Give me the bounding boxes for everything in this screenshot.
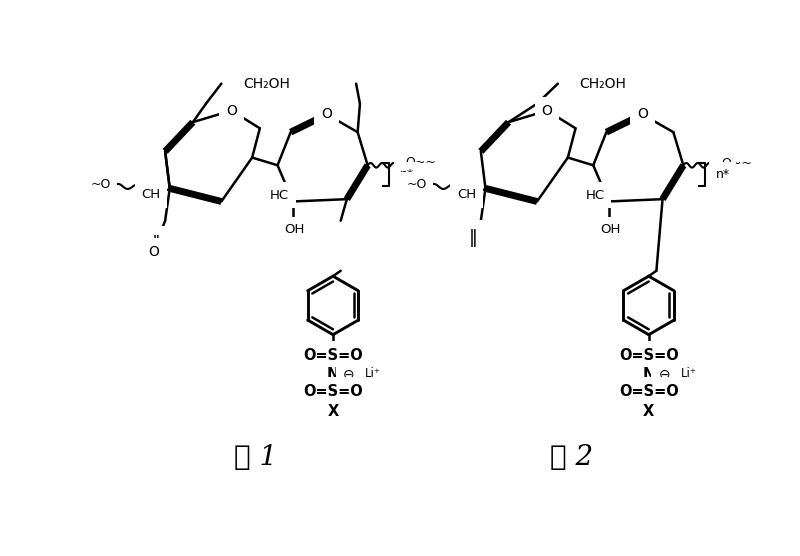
Text: 式 2: 式 2 — [550, 444, 594, 471]
Text: O: O — [542, 103, 553, 118]
Text: ⊖: ⊖ — [342, 368, 354, 382]
Text: CH: CH — [142, 188, 161, 201]
Text: O=S=O: O=S=O — [619, 348, 678, 363]
Text: O: O — [226, 103, 237, 118]
Text: X: X — [327, 404, 338, 419]
Text: O~~: O~~ — [406, 156, 436, 168]
Text: CH₂OH: CH₂OH — [243, 77, 290, 91]
Text: OH: OH — [600, 224, 620, 236]
Text: N: N — [642, 367, 655, 382]
Text: ‖: ‖ — [151, 235, 160, 253]
Text: O=S=O: O=S=O — [303, 384, 363, 399]
Text: 式 1: 式 1 — [234, 444, 278, 471]
Text: O~~: O~~ — [721, 157, 752, 170]
Text: n*: n* — [716, 168, 730, 181]
Text: O=S=O: O=S=O — [619, 384, 678, 399]
Text: HC: HC — [270, 189, 289, 202]
Text: Li⁺: Li⁺ — [366, 366, 382, 380]
Text: ⊖: ⊖ — [658, 368, 670, 382]
Text: ~O: ~O — [406, 178, 427, 191]
Text: n*: n* — [400, 168, 414, 181]
Text: O: O — [148, 245, 159, 259]
Text: ‖: ‖ — [469, 229, 478, 247]
Text: O: O — [637, 107, 648, 121]
Text: O: O — [460, 245, 471, 259]
Text: ~O: ~O — [91, 178, 111, 191]
Text: Li⁺: Li⁺ — [681, 366, 697, 380]
Text: O=S=O: O=S=O — [303, 348, 363, 363]
Text: HC: HC — [586, 189, 605, 202]
Text: OH: OH — [284, 224, 305, 236]
Text: CH₂OH: CH₂OH — [579, 77, 626, 91]
Text: O: O — [322, 107, 332, 121]
Text: N: N — [327, 367, 339, 382]
Text: CH: CH — [457, 188, 476, 201]
Text: X: X — [643, 404, 654, 419]
